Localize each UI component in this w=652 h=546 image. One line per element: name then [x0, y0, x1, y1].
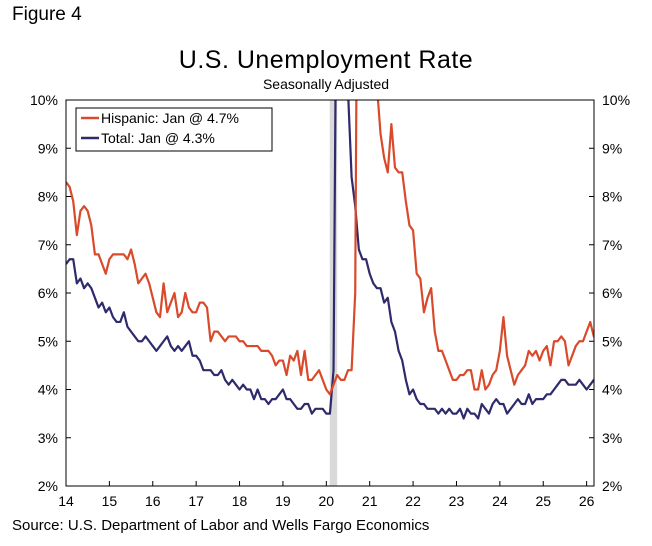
y-tick-label-left: 10% [30, 92, 58, 108]
figure-label: Figure 4 [12, 4, 82, 25]
y-tick-label-left: 5% [38, 333, 58, 349]
y-tick-label-right: 10% [602, 92, 630, 108]
x-tick-label: 22 [405, 493, 421, 509]
x-tick-label: 25 [535, 493, 551, 509]
y-tick-label-left: 4% [38, 382, 58, 398]
x-tick-label: 20 [319, 493, 335, 509]
x-tick-label: 17 [188, 493, 204, 509]
legend: Hispanic: Jan @ 4.7% Total: Jan @ 4.3% [75, 107, 273, 152]
x-tick-label: 18 [232, 493, 248, 509]
x-tick-label: 14 [58, 493, 74, 509]
y-tick-label-left: 3% [38, 430, 58, 446]
y-tick-label-left: 2% [38, 478, 58, 494]
y-tick-label-left: 6% [38, 285, 58, 301]
chart-title: U.S. Unemployment Rate [178, 46, 474, 74]
x-tick-label: 21 [362, 493, 378, 509]
y-tick-label-right: 2% [602, 478, 622, 494]
x-tick-label: 24 [492, 493, 508, 509]
y-tick-label-right: 3% [602, 430, 622, 446]
y-tick-label-right: 7% [602, 237, 622, 253]
chart-subtitle: Seasonally Adjusted [262, 76, 390, 92]
x-tick-label: 23 [449, 493, 465, 509]
legend-box [75, 107, 273, 152]
y-tick-label-left: 7% [38, 237, 58, 253]
y-tick-label-left: 9% [38, 140, 58, 156]
x-tick-label: 16 [145, 493, 161, 509]
y-tick-label-right: 9% [602, 140, 622, 156]
legend-label-total: Total: Jan @ 4.3% [101, 130, 215, 146]
y-tick-label-right: 5% [602, 333, 622, 349]
series-line-total [66, 100, 594, 420]
y-tick-label-right: 6% [602, 285, 622, 301]
y-tick-label-left: 8% [38, 189, 58, 205]
x-tick-label: 26 [579, 493, 595, 509]
y-tick-label-right: 4% [602, 382, 622, 398]
legend-label-hispanic: Hispanic: Jan @ 4.7% [101, 110, 239, 126]
series-line-hispanic [66, 100, 594, 396]
source-note: Source: U.S. Department of Labor and Wel… [12, 517, 430, 534]
x-tick-label: 15 [102, 493, 118, 509]
y-tick-label-right: 8% [602, 189, 622, 205]
x-tick-label: 19 [275, 493, 291, 509]
